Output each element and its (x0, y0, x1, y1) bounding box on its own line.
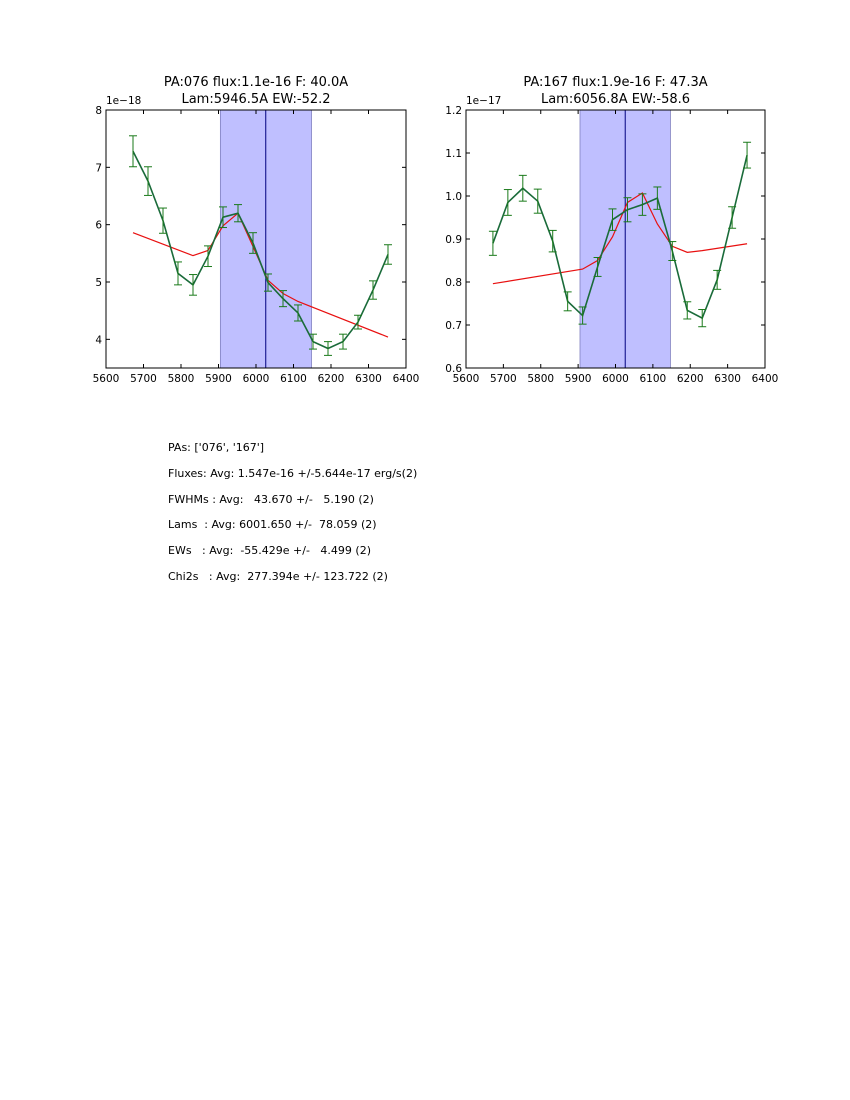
x-tick-label: 5700 (490, 373, 517, 385)
y-tick-label: 6 (95, 220, 102, 232)
stats-fluxes: Fluxes: Avg: 1.547e-16 +/-5.644e-17 erg/… (168, 466, 418, 480)
x-tick-label: 6300 (714, 373, 741, 385)
x-tick-label: 5800 (168, 373, 195, 385)
chart-title-line2: Lam:5946.5A EW:-52.2 (181, 92, 330, 107)
y-tick-label: 0.8 (445, 277, 462, 289)
y-tick-label: 8 (95, 105, 102, 117)
fit-line (492, 192, 748, 285)
x-tick-label: 5900 (205, 373, 232, 385)
y-tick-label: 1.0 (445, 191, 462, 203)
y-tick-label: 4 (95, 334, 102, 346)
stats-ews: EWs : Avg: -55.429e +/- 4.499 (2) (168, 544, 371, 558)
x-tick-label: 6300 (355, 373, 382, 385)
x-tick-label: 5800 (527, 373, 554, 385)
stats-chi2s: Chi2s : Avg: 277.394e +/- 123.722 (2) (168, 569, 388, 583)
y-tick-label: 1.2 (445, 105, 462, 117)
chart-title-line2: Lam:6056.8A EW:-58.6 (541, 92, 690, 107)
y-tick-label: 0.7 (445, 320, 462, 332)
x-tick-label: 6400 (752, 373, 779, 385)
x-tick-label: 5600 (453, 373, 480, 385)
x-tick-label: 5600 (93, 373, 120, 385)
x-tick-label: 6000 (602, 373, 629, 385)
axis-offset-label: 1e−17 (466, 95, 501, 107)
y-tick-label: 1.1 (445, 148, 462, 160)
x-tick-label: 6400 (393, 373, 420, 385)
y-tick-label: 0.6 (445, 363, 462, 375)
axis-offset-label: 1e−18 (106, 95, 141, 107)
stats-pas: PAs: ['076', '167'] (168, 441, 265, 454)
stats-fwhms: FWHMs : Avg: 43.670 +/- 5.190 (2) (168, 492, 374, 506)
y-tick-label: 5 (95, 277, 102, 289)
x-tick-label: 6000 (243, 373, 270, 385)
chart-title-line1: PA:167 flux:1.9e-16 F: 47.3A (523, 75, 707, 90)
chart-panel-pa076: 5600 5700 5800 5900 6000 6100 6200 6300 6400 4 5 6 7… (93, 75, 420, 385)
x-tick-label: 5700 (130, 373, 157, 385)
x-tick-label: 5900 (565, 373, 592, 385)
summary-stats: PAs: ['076', '167'] Fluxes: Avg: 1.547e-… (168, 435, 417, 590)
x-tick-label: 6100 (280, 373, 307, 385)
chart-panel-pa167: 5600 5700 5800 5900 6000 6100 6200 6300 6400 0.6 0… (445, 75, 778, 385)
stats-lams: Lams : Avg: 6001.650 +/- 78.059 (2) (168, 518, 377, 532)
data-line (132, 150, 389, 350)
y-tick-label: 0.9 (445, 234, 462, 246)
data-line (492, 154, 748, 320)
x-tick-label: 6100 (640, 373, 667, 385)
x-tick-label: 6200 (318, 373, 345, 385)
chart-title-line1: PA:076 flux:1.1e-16 F: 40.0A (164, 75, 348, 90)
x-tick-label: 6200 (677, 373, 704, 385)
y-tick-label: 7 (95, 162, 102, 174)
